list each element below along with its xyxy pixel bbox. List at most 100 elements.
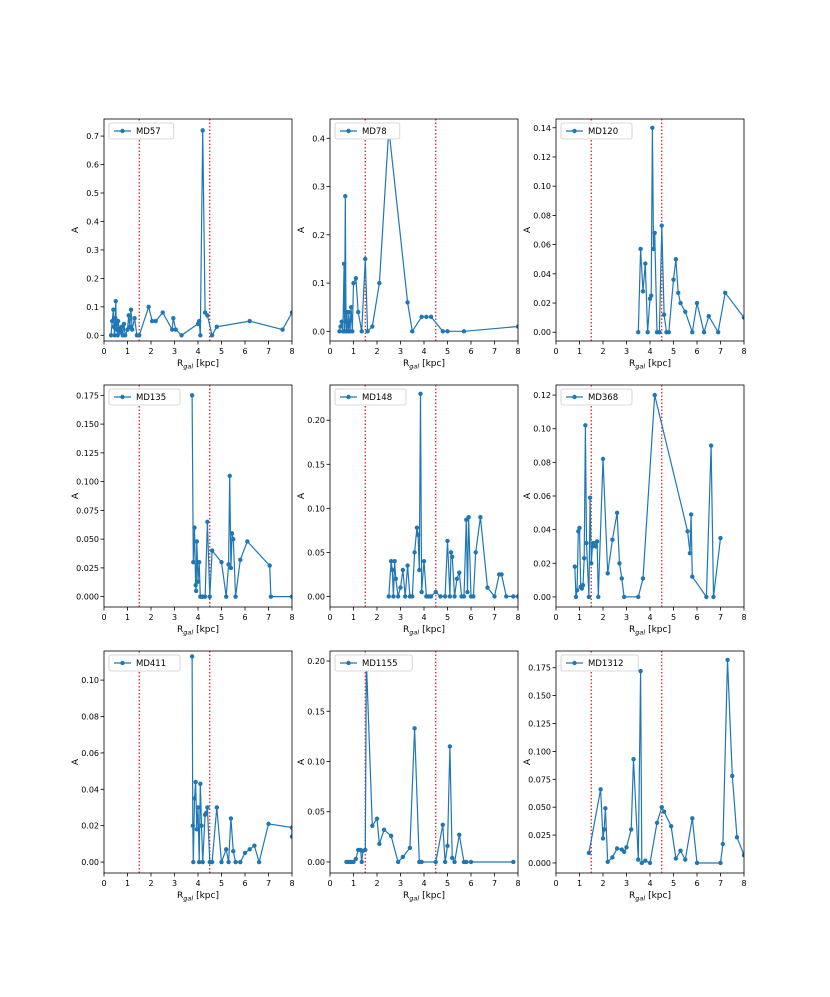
- data-point: [730, 773, 735, 779]
- y-tick-label: 0.10: [307, 504, 325, 513]
- data-point: [196, 318, 202, 324]
- data-point: [195, 805, 201, 810]
- data-point: [593, 544, 599, 549]
- x-tick-label: 7: [718, 879, 723, 888]
- y-tick-label: 0.000: [76, 593, 99, 602]
- x-tick-label: 8: [741, 879, 746, 888]
- data-point: [704, 594, 709, 600]
- data-point: [586, 594, 592, 600]
- y-tick-label: 0.150: [76, 420, 99, 429]
- data-point: [452, 594, 457, 599]
- y-tick-label: 0.00: [533, 593, 551, 602]
- y-tick-label: 0.05: [307, 808, 325, 817]
- data-point: [445, 843, 450, 849]
- data-point: [377, 280, 382, 286]
- x-tick-label: 7: [266, 879, 271, 888]
- data-point: [113, 316, 118, 321]
- data-point: [146, 304, 151, 310]
- data-point: [214, 324, 219, 329]
- data-point: [233, 859, 238, 865]
- data-point: [410, 594, 415, 599]
- data-point: [651, 246, 656, 252]
- data-point: [193, 582, 198, 588]
- data-point: [438, 594, 443, 599]
- data-point: [122, 333, 128, 338]
- x-tick-label: 4: [195, 613, 200, 622]
- x-tick-label: 8: [741, 347, 746, 356]
- legend-box: [560, 388, 633, 406]
- x-tick-label: 2: [374, 613, 379, 622]
- data-point: [346, 309, 351, 315]
- x-tick-label: 1: [351, 879, 356, 888]
- x-tick-label: 4: [421, 347, 426, 356]
- data-point: [348, 305, 354, 310]
- data-point: [577, 525, 582, 531]
- x-label-unit: [kpc]: [419, 359, 445, 369]
- x-label-unit: [kpc]: [645, 359, 671, 369]
- data-point: [723, 290, 728, 296]
- data-point: [445, 538, 450, 544]
- data-point: [584, 540, 589, 546]
- y-tick-label: 0.20: [307, 416, 325, 425]
- x-axis-label: Rgal [kpc]: [403, 625, 445, 637]
- data-point: [638, 246, 643, 252]
- data-point: [289, 834, 292, 839]
- y-axis-label: A: [297, 492, 307, 499]
- data-point: [289, 825, 292, 830]
- data-point: [440, 822, 445, 827]
- data-point: [351, 859, 356, 865]
- x-label-subscript: gal: [183, 629, 193, 637]
- x-tick-label: 0: [101, 879, 106, 888]
- data-point: [657, 330, 662, 335]
- series-md1312: [586, 657, 744, 866]
- panel-md1155: 0 1 2 3 4 5 6 7 8 0.00 0.05 0.10 0.15 0.20 A Rgal [kpc]…: [297, 650, 521, 903]
- legend-box: [560, 122, 633, 140]
- data-point: [267, 563, 272, 568]
- y-tick-label: 0.5: [86, 189, 99, 198]
- data-point: [128, 307, 134, 312]
- panel-md1312: 0 1 2 3 4 5 6 7 8 0.000 0.025 0.050 0.075 0.100 0.125 0…: [523, 650, 747, 903]
- x-tick-label: 1: [577, 347, 582, 356]
- data-point: [209, 333, 215, 338]
- y-tick-label: 0.4: [86, 217, 99, 226]
- x-tick-label: 4: [195, 347, 200, 356]
- data-point: [708, 443, 714, 448]
- data-point: [341, 261, 347, 266]
- data-point: [247, 847, 252, 852]
- data-point: [228, 816, 234, 821]
- x-label-unit: [kpc]: [193, 359, 219, 369]
- data-point: [126, 313, 131, 318]
- data-point: [110, 318, 115, 324]
- data-point: [466, 514, 471, 520]
- x-tick-label: 6: [468, 879, 473, 888]
- y-tick-label: 0.15: [307, 707, 325, 716]
- data-point: [596, 594, 601, 600]
- data-point: [374, 816, 380, 821]
- data-point: [193, 779, 198, 785]
- data-point: [192, 796, 197, 801]
- data-point: [111, 307, 116, 312]
- x-tick-label: 8: [515, 879, 520, 888]
- data-point: [199, 823, 204, 828]
- x-tick-label: 4: [647, 347, 652, 356]
- data-point: [403, 594, 408, 599]
- data-point: [605, 571, 610, 576]
- data-point: [614, 510, 620, 516]
- y-tick-label: 0.1: [86, 303, 99, 312]
- y-tick-label: 0.100: [528, 747, 551, 756]
- y-tick-label: 0.06: [533, 241, 551, 250]
- y-tick-label: 0.06: [533, 492, 551, 501]
- data-point: [594, 539, 600, 544]
- data-point: [433, 589, 438, 595]
- axes-frame: [555, 650, 745, 874]
- data-point: [619, 576, 624, 581]
- x-label-subscript: gal: [183, 363, 193, 371]
- data-point: [231, 536, 236, 542]
- data-point: [471, 594, 476, 599]
- data-point: [424, 314, 429, 320]
- x-tick-label: 5: [445, 879, 450, 888]
- data-point: [169, 327, 175, 332]
- y-tick-label: 0.08: [533, 458, 551, 467]
- data-point: [573, 594, 579, 600]
- data-point: [688, 512, 694, 517]
